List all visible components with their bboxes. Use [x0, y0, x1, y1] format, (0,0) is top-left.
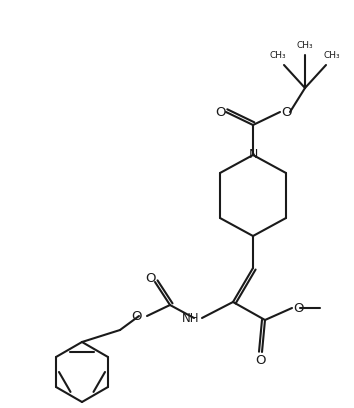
Text: N: N: [248, 149, 258, 162]
Text: O: O: [281, 106, 291, 118]
Text: O: O: [131, 310, 142, 322]
Text: O: O: [255, 353, 265, 366]
Text: NH: NH: [182, 311, 199, 324]
Text: CH₃: CH₃: [324, 51, 340, 60]
Text: CH₃: CH₃: [297, 40, 313, 49]
Text: O: O: [294, 302, 304, 315]
Text: CH₃: CH₃: [270, 51, 286, 60]
Text: O: O: [215, 106, 225, 118]
Text: O: O: [145, 273, 155, 286]
